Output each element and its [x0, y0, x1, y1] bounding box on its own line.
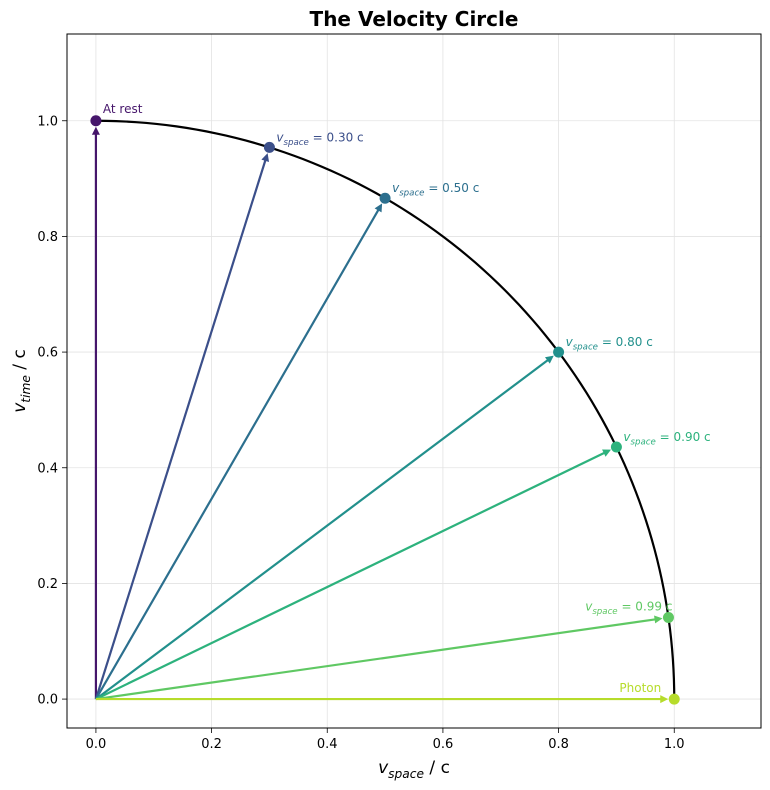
- velocity-vector: [95, 451, 607, 701]
- velocity-point: [662, 611, 674, 623]
- point-label-sub: space: [573, 342, 598, 352]
- x-axis-label-var: v: [378, 758, 389, 778]
- y-tick-label: 0.0: [37, 693, 58, 708]
- vector-arrowhead: [660, 695, 669, 704]
- point-label-rest: = 0.50 c: [425, 181, 480, 195]
- velocity-vector: [95, 618, 657, 701]
- y-axis-label-var: v: [10, 402, 30, 413]
- plot-area: [90, 115, 680, 705]
- y-tick-label: 0.2: [37, 577, 58, 592]
- velocity-point: [610, 441, 622, 453]
- vector-arrowhead: [261, 153, 270, 162]
- vector-arrowhead: [91, 126, 100, 135]
- point-label-var: v: [392, 181, 400, 195]
- chart-title: The Velocity Circle: [310, 7, 519, 31]
- y-axis-label: vtime / c: [10, 349, 33, 413]
- point-label: vspace = 0.90 c: [623, 430, 710, 447]
- x-axis-label-sub: space: [388, 767, 424, 781]
- point-label-sub: space: [592, 607, 617, 617]
- velocity-vector: [94, 158, 267, 700]
- y-axis-label-sub: time: [19, 375, 33, 403]
- point-label: vspace = 0.80 c: [566, 335, 653, 352]
- plot-frame: [66, 33, 762, 729]
- unit-circle-arc: [95, 119, 676, 700]
- x-tick-label: 0.0: [86, 737, 107, 752]
- velocity-point: [553, 346, 565, 358]
- point-label-rest: = 0.90 c: [656, 430, 711, 444]
- point-label: vspace = 0.99 c: [585, 599, 672, 616]
- vector-arrowhead: [374, 203, 383, 213]
- point-label-rest: = 0.80 c: [598, 335, 653, 349]
- y-tick-label: 0.8: [37, 230, 58, 245]
- grid: [67, 34, 761, 728]
- point-label-sub: space: [284, 138, 309, 148]
- point-label-sub: space: [399, 189, 424, 199]
- point-label: vspace = 0.50 c: [392, 181, 479, 198]
- x-axis-label-rest: / c: [424, 758, 450, 778]
- velocity-point: [90, 115, 102, 127]
- velocity-vector: [94, 208, 381, 700]
- velocity-point: [263, 141, 275, 153]
- point-label-var: v: [623, 430, 631, 444]
- y-tick-label: 0.6: [37, 346, 58, 361]
- axes: 0.0 0.2 0.4 0.6 0.8 1.0 0.0 0.2 0.4 0.6 0.8 1.0: [37, 33, 762, 752]
- y-tick-label: 0.4: [37, 461, 58, 476]
- vector-arrowhead: [544, 355, 554, 364]
- point-label-var: v: [585, 599, 593, 613]
- point-label: vspace = 0.30 c: [276, 130, 363, 147]
- point-label-var: v: [276, 130, 284, 144]
- x-axis-label: vspace / c: [378, 758, 450, 781]
- point-label: Photon: [619, 681, 661, 695]
- velocity-point: [668, 693, 680, 705]
- point-label-var: v: [566, 335, 574, 349]
- velocity-vector: [95, 358, 550, 700]
- x-tick-label: 0.4: [317, 737, 338, 752]
- x-tick-label: 0.6: [433, 737, 454, 752]
- velocity-point: [379, 192, 391, 204]
- y-axis-label-rest: / c: [10, 349, 30, 375]
- x-tick-label: 0.8: [548, 737, 569, 752]
- x-tick-label: 0.2: [201, 737, 222, 752]
- vector-arrowhead: [654, 615, 663, 624]
- point-label: At rest: [103, 102, 143, 116]
- vector-arrowhead: [602, 449, 612, 457]
- x-tick-label: 1.0: [664, 737, 685, 752]
- point-label-rest: = 0.30 c: [309, 130, 364, 144]
- point-label-sub: space: [631, 437, 656, 447]
- y-tick-label: 1.0: [37, 114, 58, 129]
- point-label-rest: = 0.99 c: [618, 599, 673, 613]
